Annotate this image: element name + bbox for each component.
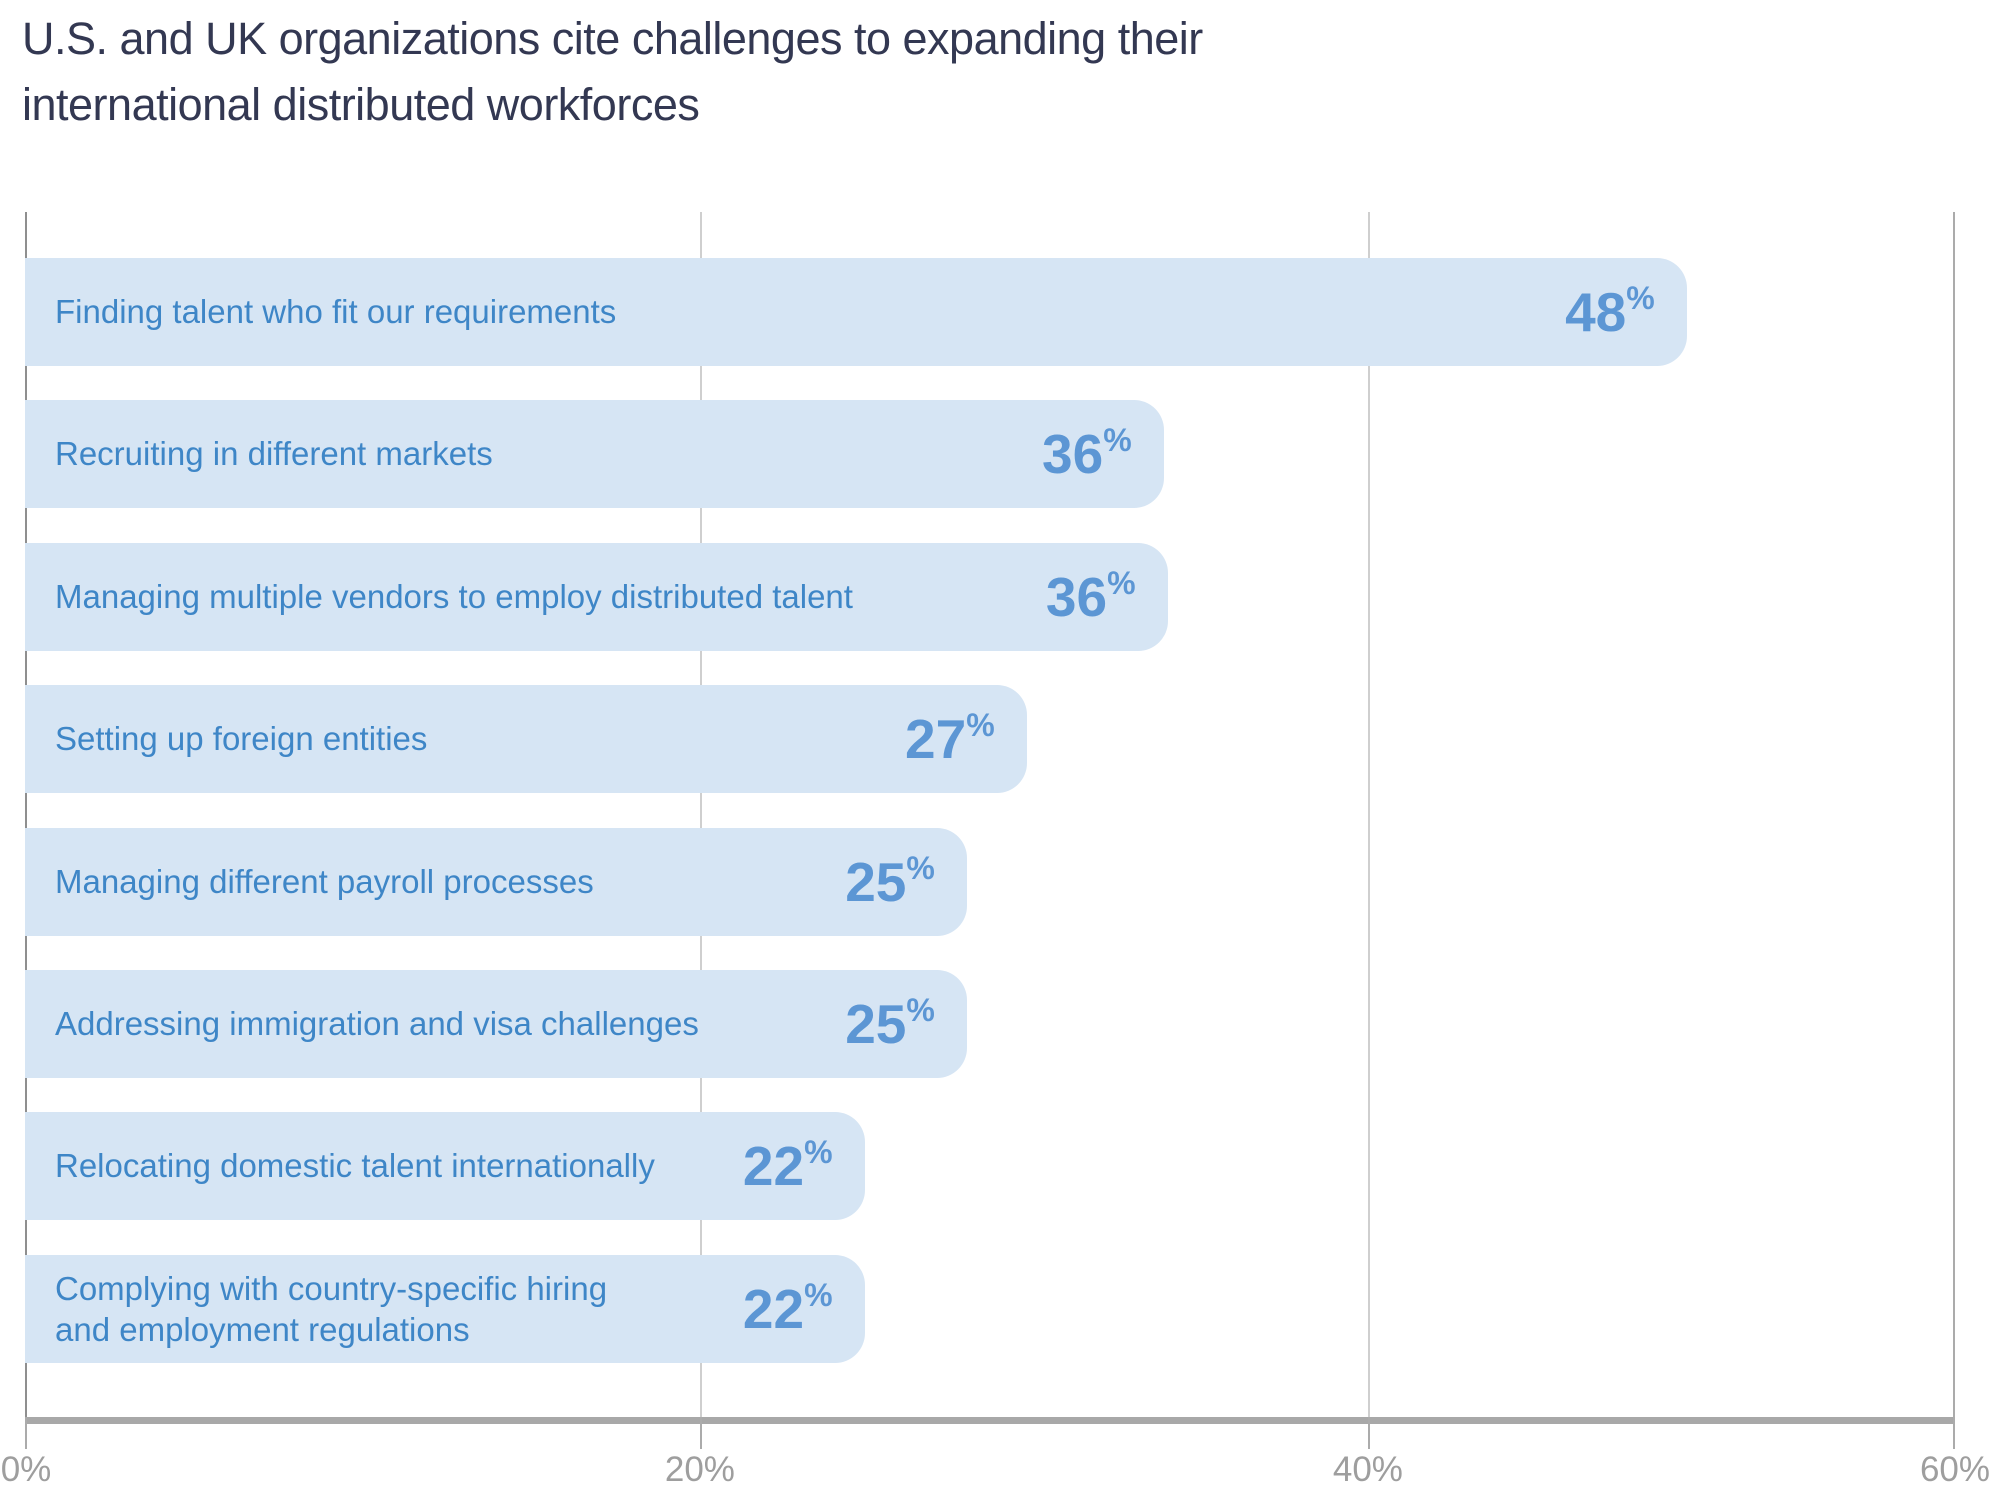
bar-value: 27% xyxy=(905,706,995,770)
bar-finding-talent: Finding talent who fit our requirements … xyxy=(25,258,1687,366)
bar-relocating-talent: Relocating domestic talent international… xyxy=(25,1112,865,1220)
bar-row: Addressing immigration and visa challeng… xyxy=(25,970,1955,1078)
bar-value: 25% xyxy=(845,991,935,1055)
x-axis-tick-20 xyxy=(699,1417,702,1449)
bar-row: Complying with country-specific hiring a… xyxy=(25,1255,1955,1363)
bar-label: Relocating domestic talent international… xyxy=(55,1147,655,1185)
bar-value: 48% xyxy=(1565,279,1655,343)
bar-value: 36% xyxy=(1045,564,1136,628)
bar-country-regulations: Complying with country-specific hiring a… xyxy=(25,1255,865,1363)
gridline-20 xyxy=(699,212,702,1417)
bar-payroll-processes: Managing different payroll processes 25% xyxy=(25,828,967,936)
chart-title-line1: U.S. and UK organizations cite challenge… xyxy=(22,13,1203,64)
x-axis-label-20: 20% xyxy=(664,1450,735,1489)
bar-row: Managing multiple vendors to employ dist… xyxy=(25,543,1955,651)
x-axis-tick-40 xyxy=(1367,1417,1370,1449)
x-axis-label-0: 0% xyxy=(0,1450,52,1489)
x-axis-label-40: 40% xyxy=(1332,1450,1403,1489)
bar-value: 22% xyxy=(742,1276,833,1340)
bar-recruiting-markets: Recruiting in different markets 36% xyxy=(25,400,1164,508)
bar-row: Setting up foreign entities 27% xyxy=(25,685,1955,793)
bar-value: 25% xyxy=(845,849,935,913)
chart-title: U.S. and UK organizations cite challenge… xyxy=(22,6,1203,138)
bar-immigration-visa: Addressing immigration and visa challeng… xyxy=(25,970,967,1078)
bar-label: Complying with country-specific hiring a… xyxy=(55,1269,608,1348)
bar-row: Recruiting in different markets 36% xyxy=(25,400,1955,508)
bar-label: Finding talent who fit our requirements xyxy=(55,293,617,331)
gridline-60 xyxy=(1953,212,1955,1417)
bar-label: Recruiting in different markets xyxy=(55,435,493,473)
x-axis-label-60: 60% xyxy=(1919,1450,1991,1489)
x-axis-tick-0 xyxy=(25,1417,27,1449)
bar-foreign-entities: Setting up foreign entities 27% xyxy=(25,685,1027,793)
bar-value: 22% xyxy=(742,1133,833,1197)
x-axis-line xyxy=(25,1417,1955,1424)
gridline-40 xyxy=(1367,212,1370,1417)
bar-row: Relocating domestic talent international… xyxy=(25,1112,1955,1220)
bar-label: Managing different payroll processes xyxy=(55,863,594,901)
bar-label: Addressing immigration and visa challeng… xyxy=(55,1005,699,1043)
bar-row: Finding talent who fit our requirements … xyxy=(25,258,1955,366)
chart-title-line2: international distributed workforces xyxy=(22,79,700,130)
plot-area: Finding talent who fit our requirements … xyxy=(1,212,1990,1489)
x-axis-tick-60 xyxy=(1953,1417,1955,1449)
bar-label: Managing multiple vendors to employ dist… xyxy=(55,578,853,616)
bar-label: Setting up foreign entities xyxy=(55,720,428,758)
bar-value: 36% xyxy=(1042,421,1132,485)
bar-row: Managing different payroll processes 25% xyxy=(25,828,1955,936)
y-axis-line xyxy=(25,212,27,1417)
bar-managing-vendors: Managing multiple vendors to employ dist… xyxy=(25,543,1168,651)
